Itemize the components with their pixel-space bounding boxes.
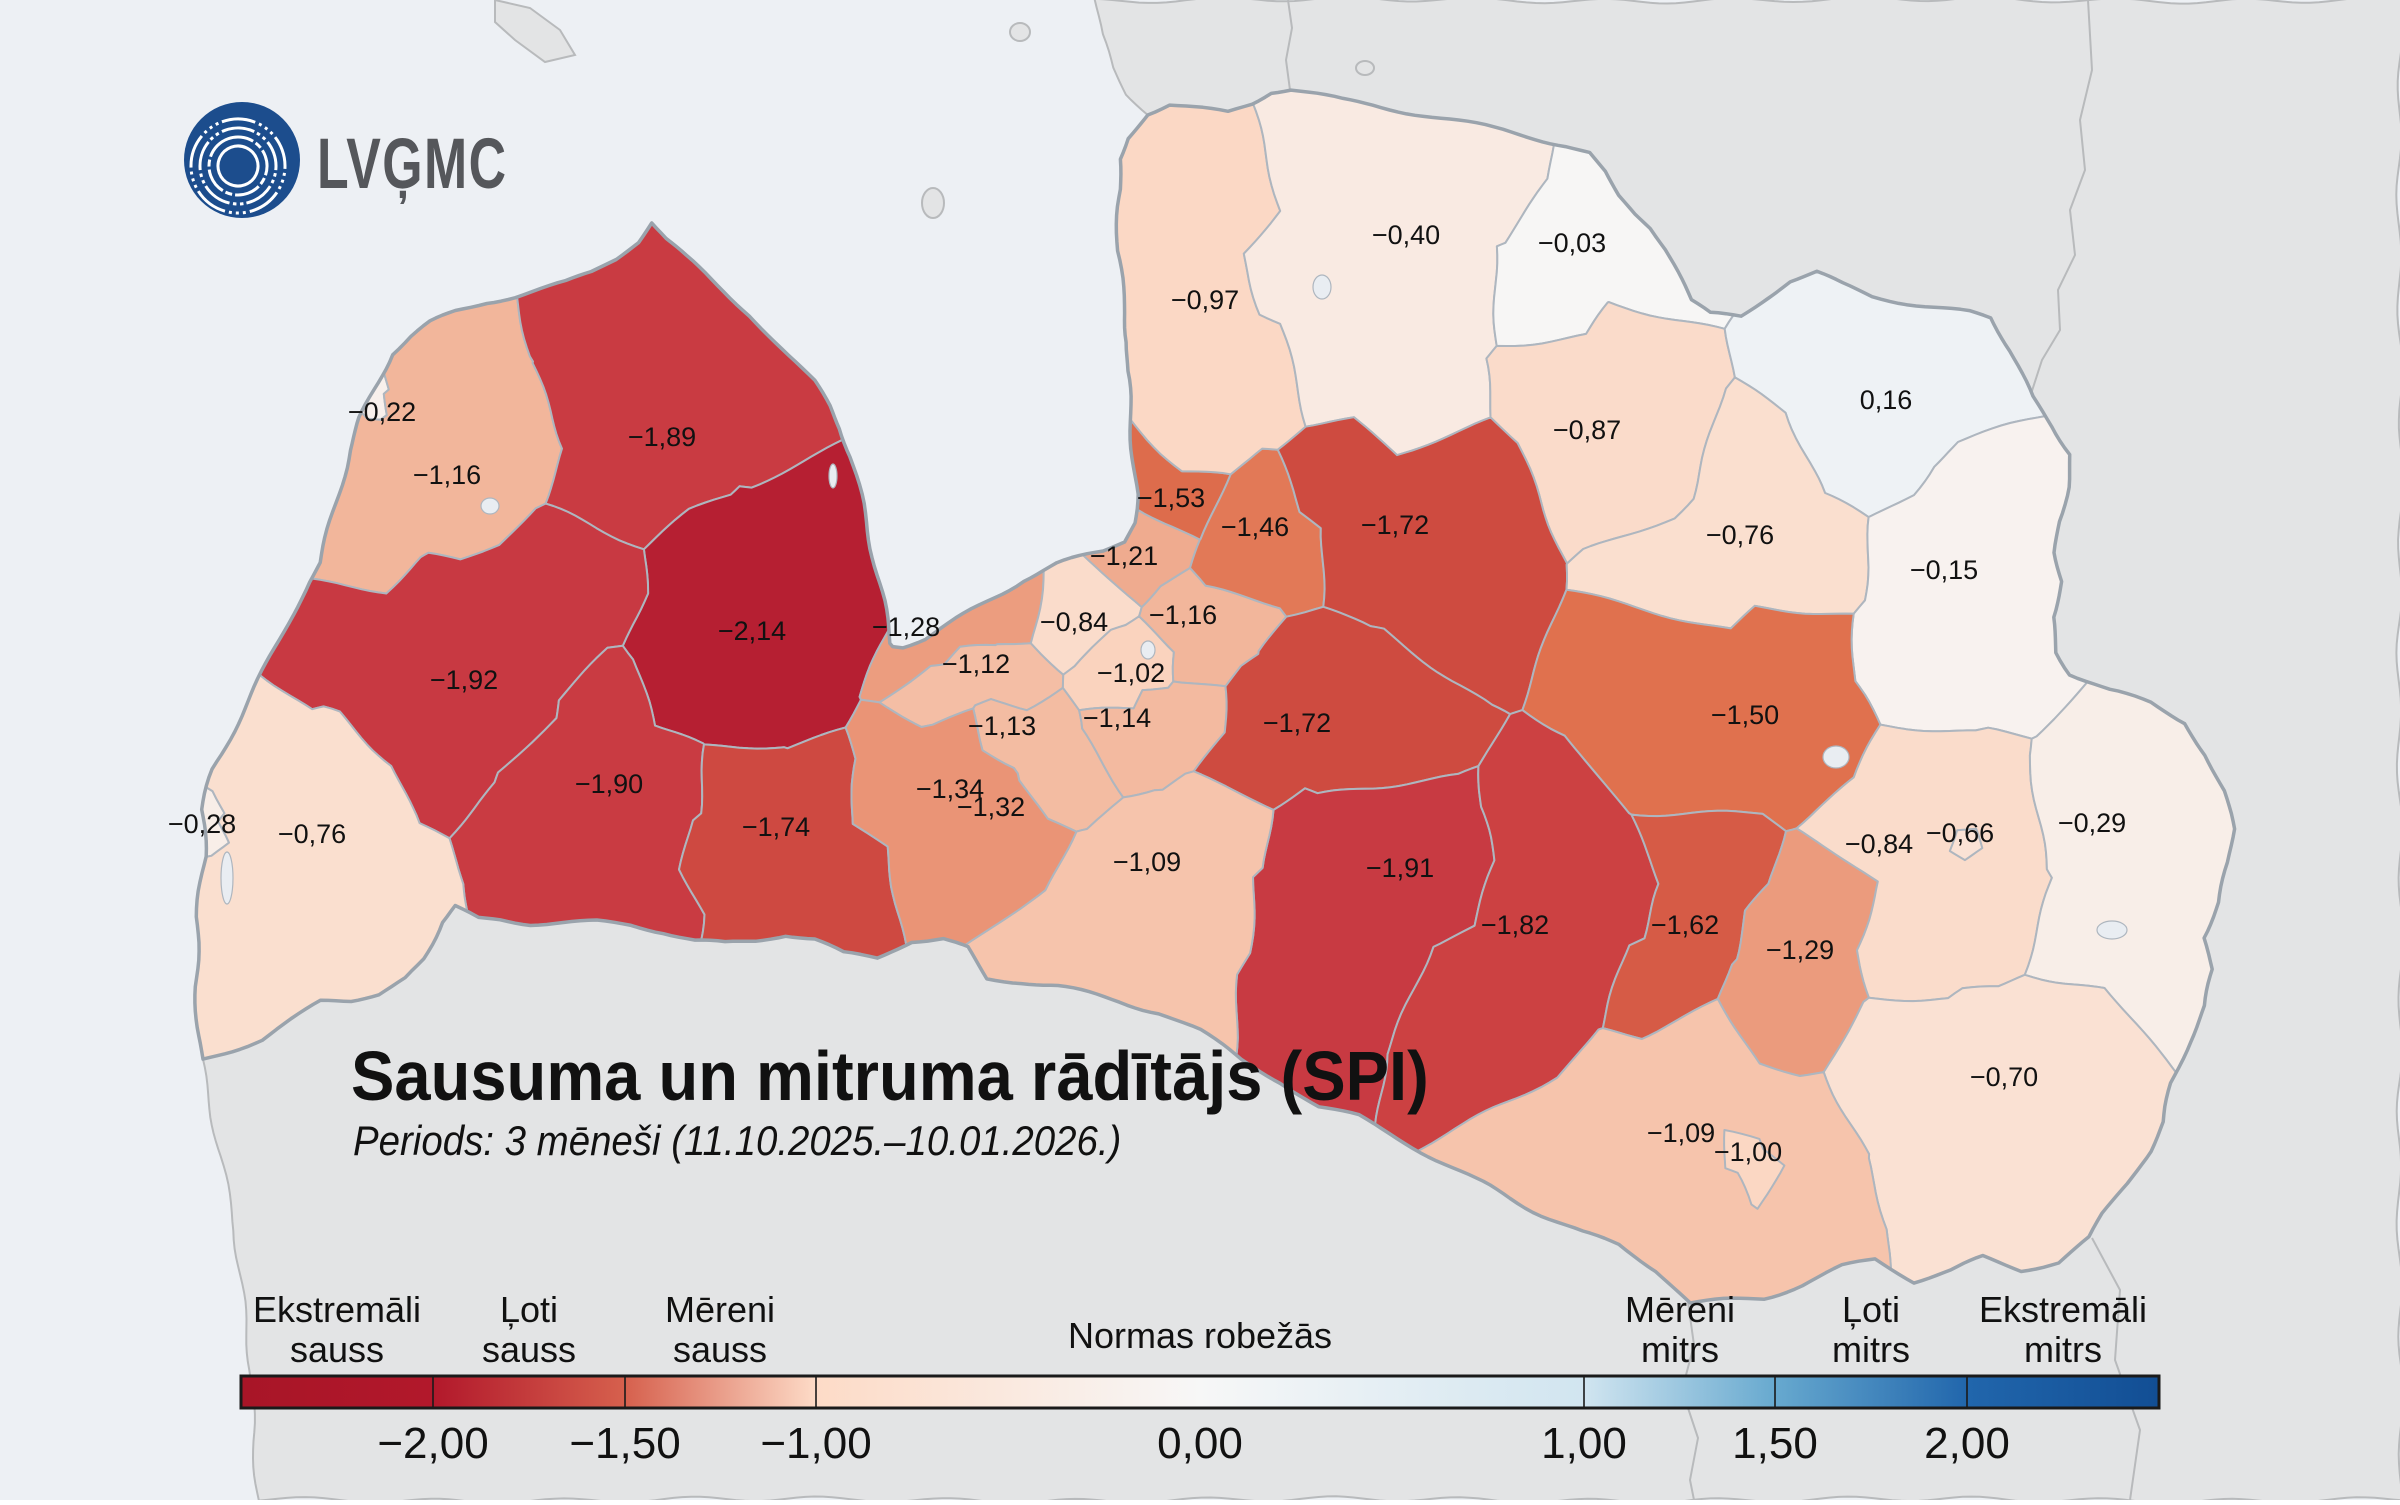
svg-text:−1,16: −1,16 — [1149, 600, 1217, 630]
svg-text:−1,02: −1,02 — [1097, 658, 1165, 688]
svg-text:−1,90: −1,90 — [575, 769, 643, 799]
svg-text:−1,50: −1,50 — [1711, 700, 1779, 730]
svg-text:−1,32: −1,32 — [957, 792, 1025, 822]
svg-text:−0,76: −0,76 — [278, 819, 346, 849]
svg-text:−1,14: −1,14 — [1083, 703, 1151, 733]
svg-text:−0,84: −0,84 — [1040, 607, 1108, 637]
svg-text:−0,22: −0,22 — [348, 397, 416, 427]
svg-text:−2,00: −2,00 — [377, 1419, 488, 1468]
svg-text:Mēreni: Mēreni — [665, 1289, 775, 1330]
svg-text:−1,46: −1,46 — [1221, 512, 1289, 542]
svg-text:Ekstremāli: Ekstremāli — [253, 1289, 421, 1330]
svg-text:−1,00: −1,00 — [1714, 1137, 1782, 1167]
svg-text:−1,82: −1,82 — [1481, 910, 1549, 940]
svg-text:0,00: 0,00 — [1157, 1419, 1243, 1468]
svg-text:−1,92: −1,92 — [430, 665, 498, 695]
svg-text:−0,76: −0,76 — [1706, 520, 1774, 550]
svg-text:−0,97: −0,97 — [1171, 285, 1239, 315]
svg-text:−1,13: −1,13 — [968, 711, 1036, 741]
svg-text:sauss: sauss — [290, 1329, 384, 1370]
svg-text:LVĢMC: LVĢMC — [317, 125, 508, 204]
svg-text:2,00: 2,00 — [1924, 1419, 2010, 1468]
svg-text:1,00: 1,00 — [1541, 1419, 1627, 1468]
svg-text:−1,72: −1,72 — [1361, 510, 1429, 540]
svg-text:Ļoti: Ļoti — [1842, 1289, 1900, 1330]
svg-text:−0,87: −0,87 — [1553, 415, 1621, 445]
svg-text:mitrs: mitrs — [1832, 1329, 1910, 1370]
svg-text:Mēreni: Mēreni — [1625, 1289, 1735, 1330]
svg-text:−1,28: −1,28 — [872, 612, 940, 642]
svg-text:mitrs: mitrs — [1641, 1329, 1719, 1370]
svg-text:−1,09: −1,09 — [1647, 1118, 1715, 1148]
svg-text:1,50: 1,50 — [1732, 1419, 1818, 1468]
svg-text:−1,72: −1,72 — [1263, 708, 1331, 738]
svg-text:−1,34: −1,34 — [916, 774, 984, 804]
svg-text:−0,15: −0,15 — [1910, 555, 1978, 585]
svg-text:−1,62: −1,62 — [1651, 910, 1719, 940]
svg-text:−0,40: −0,40 — [1372, 220, 1440, 250]
svg-text:mitrs: mitrs — [2024, 1329, 2102, 1370]
svg-text:Normas robežās: Normas robežās — [1068, 1315, 1332, 1356]
svg-text:−1,53: −1,53 — [1137, 483, 1205, 513]
svg-text:Sausuma un mitruma rādītājs (S: Sausuma un mitruma rādītājs (SPI) — [351, 1038, 1429, 1116]
svg-text:−1,09: −1,09 — [1113, 847, 1181, 877]
svg-text:Ekstremāli: Ekstremāli — [1979, 1289, 2147, 1330]
svg-text:Periods: 3 mēneši (11.10.2025.: Periods: 3 mēneši (11.10.2025.–10.01.202… — [353, 1117, 1121, 1164]
svg-text:−0,66: −0,66 — [1926, 818, 1994, 848]
svg-text:−0,29: −0,29 — [2058, 808, 2126, 838]
svg-text:0,16: 0,16 — [1860, 385, 1913, 415]
svg-text:−1,00: −1,00 — [760, 1419, 871, 1468]
svg-text:sauss: sauss — [673, 1329, 767, 1370]
svg-text:−0,84: −0,84 — [1845, 829, 1913, 859]
svg-text:sauss: sauss — [482, 1329, 576, 1370]
svg-text:−0,28: −0,28 — [168, 809, 236, 839]
svg-text:−1,12: −1,12 — [942, 649, 1010, 679]
svg-text:−0,70: −0,70 — [1970, 1062, 2038, 1092]
svg-text:−1,89: −1,89 — [628, 422, 696, 452]
svg-text:−1,91: −1,91 — [1366, 853, 1434, 883]
svg-text:−0,03: −0,03 — [1538, 228, 1606, 258]
svg-text:−1,29: −1,29 — [1766, 935, 1834, 965]
svg-text:−2,14: −2,14 — [718, 616, 786, 646]
svg-text:−1,16: −1,16 — [413, 460, 481, 490]
svg-text:Ļoti: Ļoti — [500, 1289, 558, 1330]
svg-text:−1,50: −1,50 — [569, 1419, 680, 1468]
svg-text:−1,74: −1,74 — [742, 812, 810, 842]
svg-text:−1,21: −1,21 — [1090, 541, 1158, 571]
